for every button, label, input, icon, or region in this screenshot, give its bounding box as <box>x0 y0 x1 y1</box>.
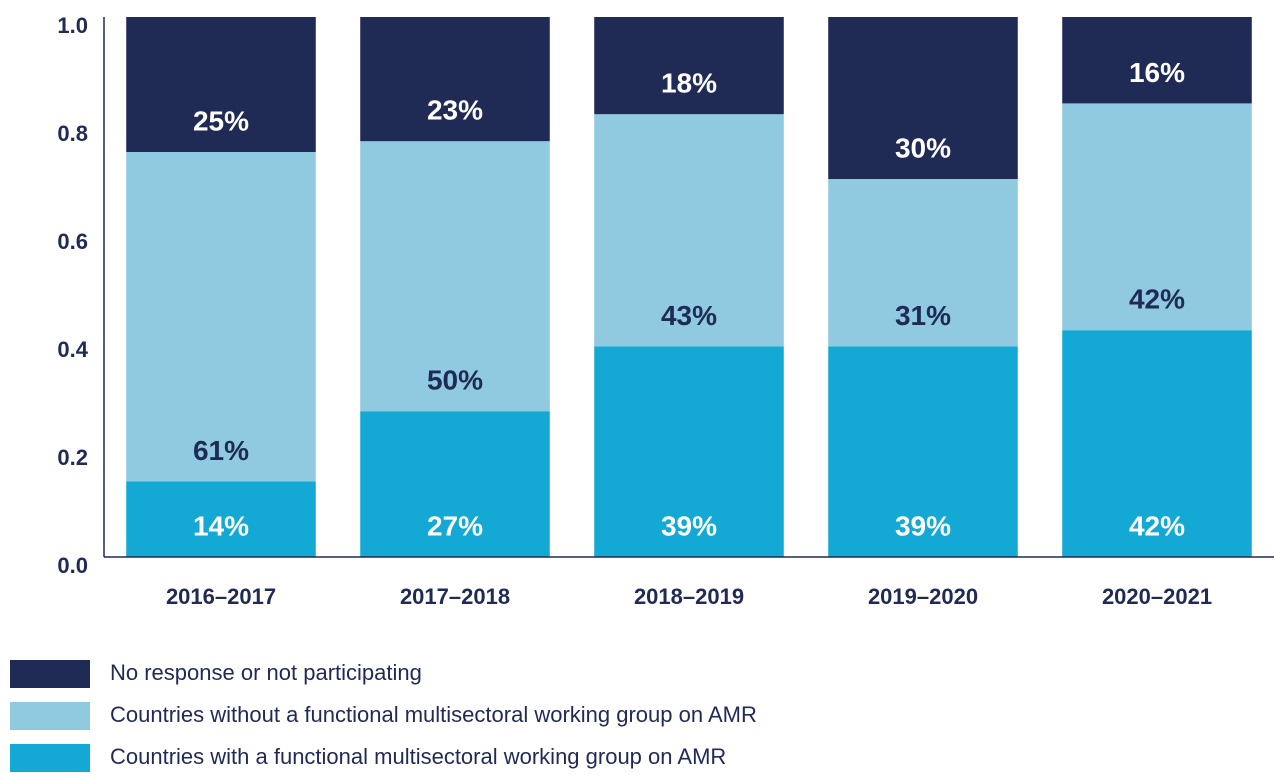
value-label: 16% <box>1129 57 1185 88</box>
value-label: 50% <box>427 365 483 396</box>
bar-segment <box>828 346 1018 557</box>
value-label: 18% <box>661 68 717 99</box>
bar-segment <box>1062 103 1252 331</box>
value-label: 43% <box>661 300 717 331</box>
bar-segment <box>360 141 550 412</box>
value-label: 23% <box>427 95 483 126</box>
legend-swatch <box>10 744 90 772</box>
value-label: 42% <box>1129 284 1185 315</box>
bar-segment <box>126 481 316 557</box>
legend-label: Countries without a functional multisect… <box>110 702 757 727</box>
bar-segment <box>594 114 784 347</box>
bar-segment <box>1062 330 1252 557</box>
legend-swatch <box>10 702 90 730</box>
bar-segment <box>594 17 784 115</box>
x-tick-label: 2019–2020 <box>868 584 978 609</box>
legend-label: Countries with a functional multisectora… <box>110 744 726 769</box>
x-tick-label: 2016–2017 <box>166 584 276 609</box>
bar-segment <box>360 411 550 557</box>
bar-segment <box>126 17 316 152</box>
y-tick-label: 0.6 <box>57 229 88 254</box>
value-label: 31% <box>895 300 951 331</box>
value-label: 61% <box>193 435 249 466</box>
value-label: 39% <box>661 510 717 541</box>
value-label: 27% <box>427 510 483 541</box>
value-label: 42% <box>1129 510 1185 541</box>
y-tick-label: 0.8 <box>57 121 88 146</box>
bar-segment <box>126 152 316 482</box>
bar-segment <box>828 179 1018 347</box>
value-label: 30% <box>895 132 951 163</box>
value-label: 25% <box>193 105 249 136</box>
bar-segment <box>360 17 550 142</box>
y-tick-label: 0.0 <box>57 553 88 578</box>
x-tick-label: 2018–2019 <box>634 584 744 609</box>
bar-segment <box>594 346 784 557</box>
y-tick-label: 0.4 <box>57 337 88 362</box>
y-tick-label: 1.0 <box>57 13 88 38</box>
value-label: 39% <box>895 510 951 541</box>
y-tick-label: 0.2 <box>57 445 88 470</box>
x-tick-label: 2017–2018 <box>400 584 510 609</box>
bar-segment <box>1062 17 1252 104</box>
x-tick-label: 2020–2021 <box>1102 584 1212 609</box>
bar-segment <box>828 17 1018 179</box>
legend-swatch <box>10 660 90 688</box>
value-label: 14% <box>193 510 249 541</box>
legend-label: No response or not participating <box>110 660 422 685</box>
